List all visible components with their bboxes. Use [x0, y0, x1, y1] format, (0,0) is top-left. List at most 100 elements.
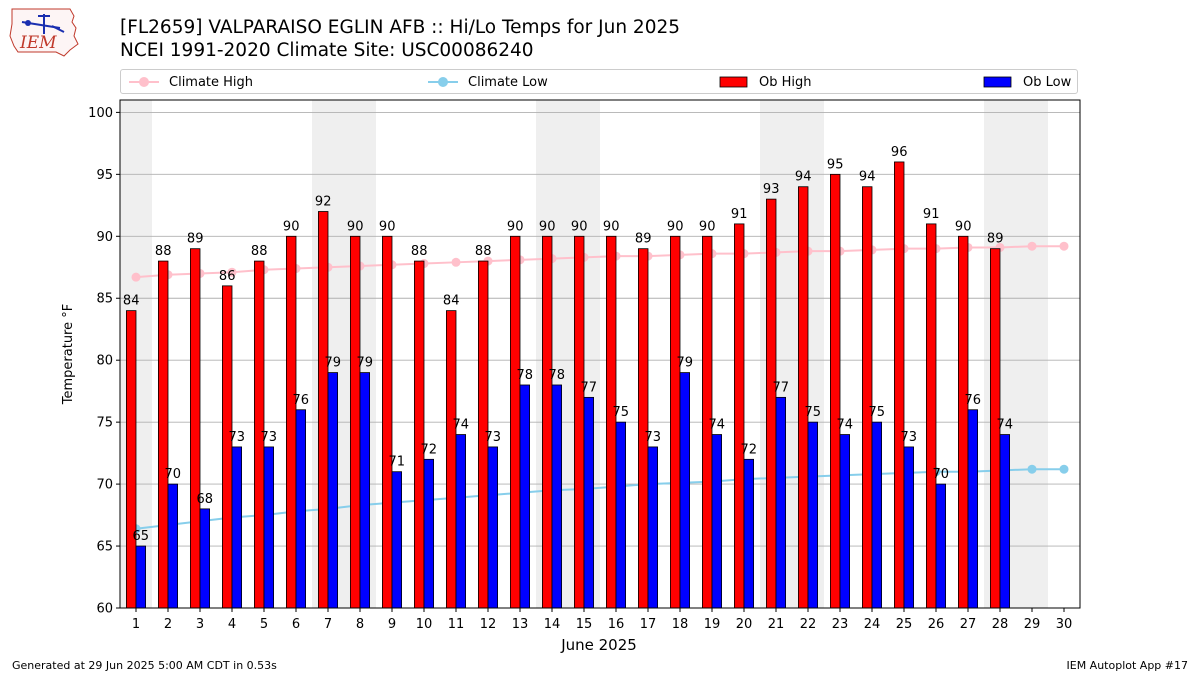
legend-label-climate-low: Climate Low	[468, 74, 548, 90]
ob-high-label-day-23: 95	[827, 157, 844, 172]
ob-low-bar-day-18	[679, 372, 691, 609]
x-tick-label-27: 27	[960, 617, 977, 632]
ob-high-label-day-22: 94	[795, 170, 812, 185]
ob-high-label-day-4: 86	[219, 269, 236, 284]
climate-high-point-day-30	[1059, 241, 1069, 251]
ob-high-label-day-2: 88	[155, 244, 172, 259]
x-tick-label-13: 13	[512, 617, 529, 632]
x-tick-label-17: 17	[640, 617, 657, 632]
ob-low-label-day-16: 75	[613, 405, 630, 420]
ob-low-label-day-12: 73	[485, 430, 502, 445]
x-tick-label-8: 8	[356, 617, 364, 632]
ob-high-label-day-25: 96	[891, 145, 908, 160]
ob-low-label-day-7: 79	[325, 356, 342, 371]
ob-low-bar-day-16	[615, 421, 627, 609]
y-axis-title: Temperature °F	[61, 304, 76, 405]
ob-low-label-day-8: 79	[357, 356, 374, 371]
ob-low-bar-day-24	[871, 421, 883, 609]
chart-title: [FL2659] VALPARAISO EGLIN AFB :: Hi/Lo T…	[120, 17, 681, 38]
x-tick-label-24: 24	[864, 617, 881, 632]
x-tick-label-4: 4	[228, 617, 236, 632]
ob-high-label-day-28: 89	[987, 232, 1004, 247]
ob-low-label-day-14: 78	[549, 368, 566, 383]
legend-label-ob-low: Ob Low	[1023, 74, 1072, 90]
logo-text: IEM	[19, 33, 57, 53]
ob-low-label-day-17: 73	[645, 430, 662, 445]
x-tick-label-7: 7	[324, 617, 332, 632]
ob-low-bar-day-10	[423, 458, 435, 609]
ob-high-bar-day-23	[830, 173, 841, 609]
ob-high-bar-day-17	[638, 248, 649, 609]
x-tick-label-30: 30	[1056, 617, 1073, 632]
ob-high-label-day-9: 90	[379, 219, 396, 234]
ob-high-label-day-8: 90	[347, 219, 364, 234]
ob-high-label-day-27: 90	[955, 219, 972, 234]
ob-high-label-day-5: 88	[251, 244, 268, 259]
y-tick-label-70: 70	[96, 478, 113, 493]
ob-high-bar-day-22	[798, 186, 809, 609]
ob-high-label-day-12: 88	[475, 244, 492, 259]
x-tick-label-20: 20	[736, 617, 753, 632]
x-tick-label-25: 25	[896, 617, 913, 632]
x-tick-label-22: 22	[800, 617, 817, 632]
x-tick-label-26: 26	[928, 617, 945, 632]
ob-high-label-day-1: 84	[123, 294, 140, 309]
ob-low-bar-day-13	[519, 384, 531, 609]
ob-high-bar-day-10	[413, 260, 425, 609]
footer-app-id: IEM Autoplot App #17	[1066, 659, 1189, 672]
ob-low-bar-day-8	[359, 372, 371, 609]
ob-high-bar-day-14	[542, 235, 553, 609]
ob-low-bar-day-2	[167, 483, 179, 609]
x-tick-label-23: 23	[832, 617, 849, 632]
ob-low-bar-day-12	[487, 446, 499, 609]
ob-high-label-day-13: 90	[507, 219, 524, 234]
y-tick-label-85: 85	[96, 292, 113, 307]
x-tick-label-14: 14	[544, 617, 561, 632]
ob-high-label-day-17: 89	[635, 232, 652, 247]
ob-low-bar-day-14	[551, 384, 563, 609]
ob-low-bar-day-6	[295, 409, 307, 609]
climate-low-line-icon	[428, 77, 458, 87]
ob-high-bar-day-7	[317, 211, 329, 609]
x-tick-label-29: 29	[1024, 617, 1041, 632]
weekend-shade-day-29	[1016, 100, 1048, 608]
legend-label-ob-high: Ob High	[759, 74, 812, 90]
ob-high-label-day-18: 90	[667, 219, 684, 234]
x-axis-title: June 2025	[560, 636, 637, 654]
ob-high-bar-day-6	[285, 235, 297, 609]
ob-low-label-day-24: 75	[869, 405, 886, 420]
ob-high-label-day-21: 93	[763, 182, 780, 197]
ob-low-bar-day-25	[903, 446, 915, 609]
climate-high-point-day-4	[227, 267, 237, 277]
y-tick-label-95: 95	[96, 168, 113, 183]
ob-high-bar-day-9	[381, 235, 393, 609]
legend: Climate High Climate Low Ob High Ob Low	[120, 69, 1078, 94]
climate-low-point-day-30	[1059, 464, 1069, 474]
ob-low-bar-day-17	[647, 446, 659, 609]
ob-low-bar-day-26	[935, 483, 947, 609]
climate-high-point-day-1	[131, 272, 141, 282]
ob-low-label-day-21: 77	[773, 380, 790, 395]
x-tick-label-15: 15	[576, 617, 593, 632]
ob-high-bar-day-24	[862, 186, 873, 609]
ob-low-label-day-2: 70	[165, 467, 182, 482]
ob-low-label-day-4: 73	[229, 430, 246, 445]
ob-high-bar-day-16	[606, 235, 617, 609]
ob-low-bar-day-11	[455, 434, 467, 609]
ob-high-label-day-7: 92	[315, 195, 332, 210]
legend-item-ob-high: Ob High	[719, 74, 812, 90]
ob-high-bar-day-4	[221, 285, 233, 609]
legend-item-ob-low: Ob Low	[983, 74, 1071, 90]
ob-high-label-day-26: 91	[923, 207, 940, 222]
y-tick-label-100: 100	[88, 106, 113, 121]
ob-high-bar-day-3	[189, 248, 201, 609]
ob-high-bar-day-25	[894, 161, 905, 609]
x-tick-label-3: 3	[196, 617, 204, 632]
ob-low-bar-day-27	[967, 409, 979, 609]
climate-high-point-day-29	[1027, 241, 1037, 251]
x-tick-label-12: 12	[480, 617, 497, 632]
ob-high-bar-day-15	[574, 235, 585, 609]
climate-high-line-icon	[129, 77, 159, 87]
ob-low-bar-day-4	[231, 446, 243, 609]
